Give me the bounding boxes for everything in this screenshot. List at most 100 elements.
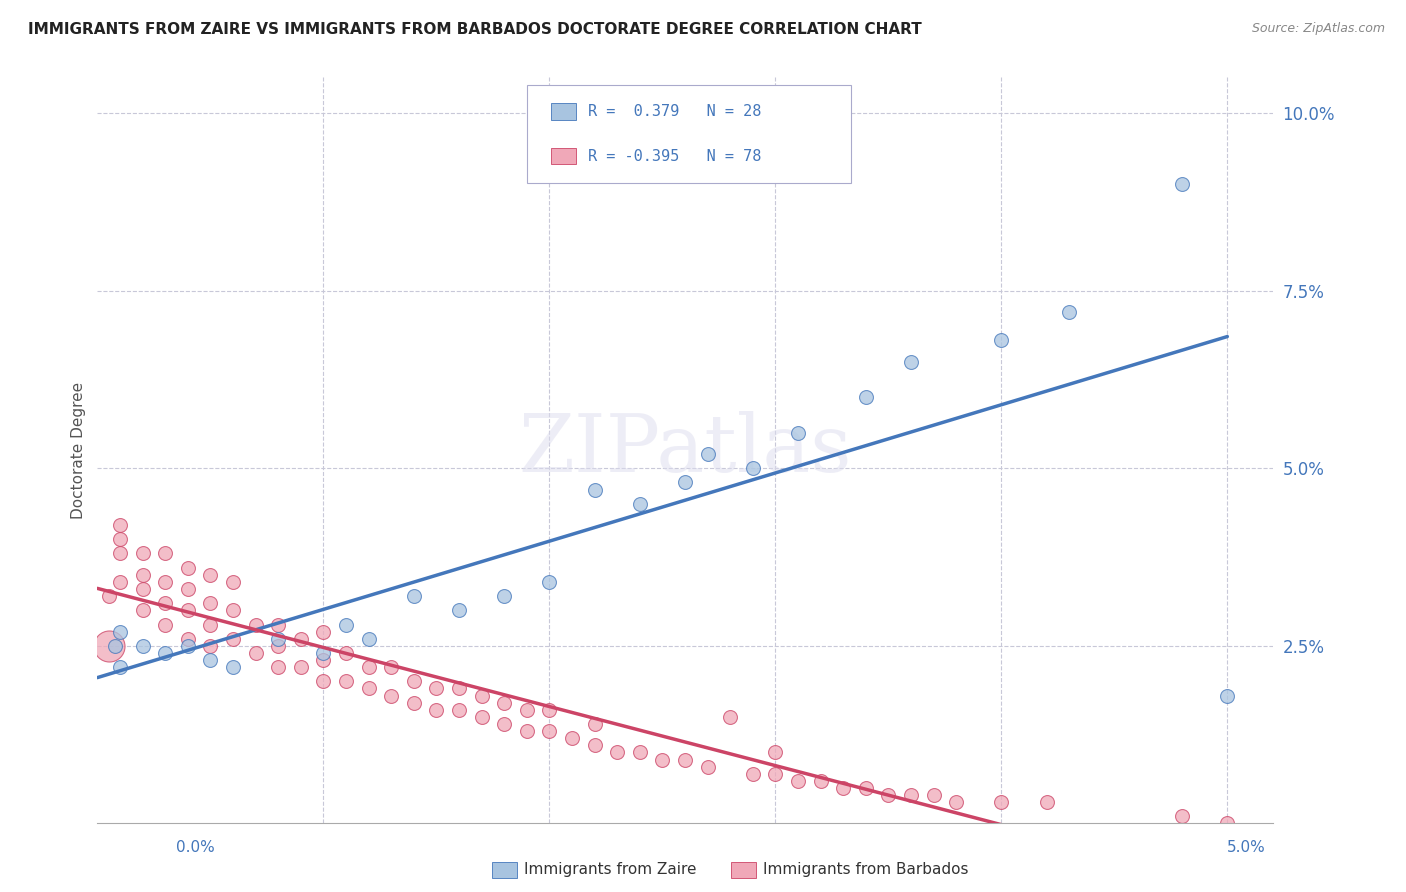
Point [447, 703, 470, 717]
Point [538, 574, 561, 589]
Point [108, 624, 131, 639]
Point [606, 746, 628, 760]
Point [267, 632, 290, 646]
Point [763, 746, 786, 760]
Point [108, 546, 131, 560]
Point [583, 483, 606, 497]
Point [131, 582, 153, 596]
Point [425, 703, 447, 717]
Point [561, 731, 583, 746]
Point [177, 560, 200, 574]
Text: Source: ZipAtlas.com: Source: ZipAtlas.com [1251, 22, 1385, 36]
Point [763, 766, 786, 780]
Point [153, 546, 176, 560]
Text: R = -0.395   N = 78: R = -0.395 N = 78 [588, 149, 761, 163]
Point [990, 334, 1012, 348]
Point [741, 461, 763, 475]
Text: ZIPatlas: ZIPatlas [519, 411, 852, 490]
Point [153, 596, 176, 610]
Point [177, 632, 200, 646]
Text: 5.0%: 5.0% [1226, 840, 1265, 855]
Point [810, 773, 832, 788]
Point [335, 674, 357, 689]
Point [696, 447, 718, 461]
Point [651, 752, 673, 766]
Point [470, 710, 492, 724]
Point [177, 639, 200, 653]
Point [153, 617, 176, 632]
Point [494, 696, 516, 710]
Point [312, 624, 335, 639]
Point [447, 681, 470, 696]
Point [673, 475, 696, 490]
Point [131, 603, 153, 617]
Point [131, 567, 153, 582]
Point [425, 681, 447, 696]
Point [538, 703, 561, 717]
Point [741, 766, 763, 780]
Point [222, 660, 245, 674]
Point [245, 617, 267, 632]
Point [516, 724, 538, 739]
Y-axis label: Doctorate Degree: Doctorate Degree [72, 382, 86, 519]
Point [357, 660, 380, 674]
Point [357, 632, 380, 646]
Point [97, 639, 120, 653]
Point [380, 689, 402, 703]
Point [516, 703, 538, 717]
Point [108, 574, 131, 589]
Point [200, 567, 222, 582]
Text: R =  0.379   N = 28: R = 0.379 N = 28 [588, 104, 761, 119]
Point [335, 646, 357, 660]
Point [312, 674, 335, 689]
Text: 0.0%: 0.0% [176, 840, 215, 855]
Point [131, 639, 153, 653]
Point [402, 674, 425, 689]
Point [267, 617, 290, 632]
Point [312, 653, 335, 667]
Point [1171, 809, 1194, 823]
Point [177, 603, 200, 617]
Point [922, 788, 945, 802]
Point [1216, 689, 1239, 703]
Point [357, 681, 380, 696]
Point [877, 788, 900, 802]
Point [267, 660, 290, 674]
Point [673, 752, 696, 766]
Point [990, 795, 1012, 809]
Point [290, 632, 312, 646]
Point [222, 603, 245, 617]
Point [628, 746, 651, 760]
Point [222, 632, 245, 646]
Point [200, 653, 222, 667]
Point [628, 497, 651, 511]
Point [1035, 795, 1057, 809]
Point [855, 780, 877, 795]
Point [290, 660, 312, 674]
Point [108, 533, 131, 547]
Point [855, 390, 877, 404]
Point [1057, 305, 1080, 319]
Point [470, 689, 492, 703]
Point [402, 589, 425, 603]
Point [494, 717, 516, 731]
Point [787, 425, 810, 440]
Point [494, 589, 516, 603]
Point [583, 739, 606, 753]
Point [177, 582, 200, 596]
Text: Immigrants from Barbados: Immigrants from Barbados [763, 863, 969, 877]
Point [900, 788, 922, 802]
Point [108, 518, 131, 533]
Point [1171, 177, 1194, 191]
Point [787, 773, 810, 788]
Point [200, 596, 222, 610]
Point [335, 617, 357, 632]
Point [583, 717, 606, 731]
Point [380, 660, 402, 674]
Point [131, 546, 153, 560]
Point [1216, 816, 1239, 830]
Point [832, 780, 855, 795]
Point [200, 617, 222, 632]
Point [222, 574, 245, 589]
Point [104, 639, 127, 653]
